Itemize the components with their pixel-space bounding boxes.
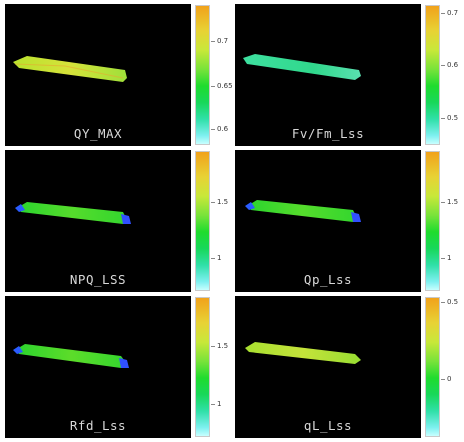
colorbar-tick-label: 1.5	[217, 342, 229, 350]
leaf-image: Qp_Lss	[235, 150, 421, 292]
leaf-heatmap	[243, 54, 361, 80]
leaf-heatmap	[13, 344, 129, 368]
colorbar-tick-label: 1	[447, 254, 452, 262]
leaf-heatmap	[245, 342, 361, 364]
colorbar-tick-label: 0.6	[447, 61, 459, 69]
colorbar-tick-label: 0.6	[217, 125, 229, 133]
panel-fv-fm-lss: Fv/Fm_Lss 0.7 0.6 0.5	[235, 4, 460, 146]
colorbar	[195, 5, 210, 145]
leaf-image: qL_Lss	[235, 296, 421, 438]
colorbar	[425, 297, 440, 437]
colorbar-tick-label: 0.7	[447, 9, 459, 17]
panel-npq-lss: NPQ_LSS 1.5 1	[5, 150, 230, 292]
panel-label: NPQ_LSS	[69, 272, 127, 287]
leaf-heatmap	[15, 202, 131, 224]
leaf-image: Rfd_Lss	[5, 296, 191, 438]
panel-qy-max: QY_MAX 0.7 0.65 0.6	[5, 4, 233, 146]
panel-label: Rfd_Lss	[69, 418, 127, 433]
leaf-image: QY_MAX	[5, 4, 191, 146]
panel-rfd-lss: Rfd_Lss 1.5 1	[5, 296, 230, 438]
panel-label: QY_MAX	[73, 126, 123, 141]
colorbar-tick	[211, 86, 215, 87]
leaf-heatmap	[13, 56, 127, 82]
panel-ql-lss: qL_Lss 0.5 0	[235, 296, 460, 438]
colorbar-tick-label: 1.5	[217, 198, 229, 206]
panel-label: qL_Lss	[303, 418, 353, 433]
colorbar-tick	[211, 41, 215, 42]
colorbar-tick-label: 0	[447, 375, 452, 383]
panel-label: Fv/Fm_Lss	[291, 126, 365, 141]
colorbar-tick	[211, 404, 215, 405]
colorbar	[425, 151, 440, 291]
colorbar-tick-label: 1	[217, 400, 222, 408]
leaf-heatmap	[245, 200, 361, 222]
colorbar-tick	[441, 118, 445, 119]
colorbar	[425, 5, 440, 145]
colorbar-tick	[441, 13, 445, 14]
colorbar-tick-label: 0.65	[217, 82, 233, 90]
colorbar-tick	[441, 65, 445, 66]
colorbar-tick	[211, 129, 215, 130]
colorbar-tick	[211, 258, 215, 259]
colorbar-tick-label: 1.5	[447, 198, 459, 206]
colorbar-tick	[211, 202, 215, 203]
panel-label: Qp_Lss	[303, 272, 353, 287]
panel-qp-lss: Qp_Lss 1.5 1	[235, 150, 460, 292]
colorbar	[195, 151, 210, 291]
colorbar	[195, 297, 210, 437]
colorbar-tick-label: 0.5	[447, 114, 459, 122]
colorbar-tick	[441, 302, 445, 303]
colorbar-tick	[441, 202, 445, 203]
leaf-image: NPQ_LSS	[5, 150, 191, 292]
colorbar-tick-label: 1	[217, 254, 222, 262]
colorbar-tick-label: 0.7	[217, 37, 229, 45]
leaf-image: Fv/Fm_Lss	[235, 4, 421, 146]
colorbar-tick	[211, 346, 215, 347]
colorbar-tick-label: 0.5	[447, 298, 459, 306]
colorbar-tick	[441, 379, 445, 380]
colorbar-tick	[441, 258, 445, 259]
